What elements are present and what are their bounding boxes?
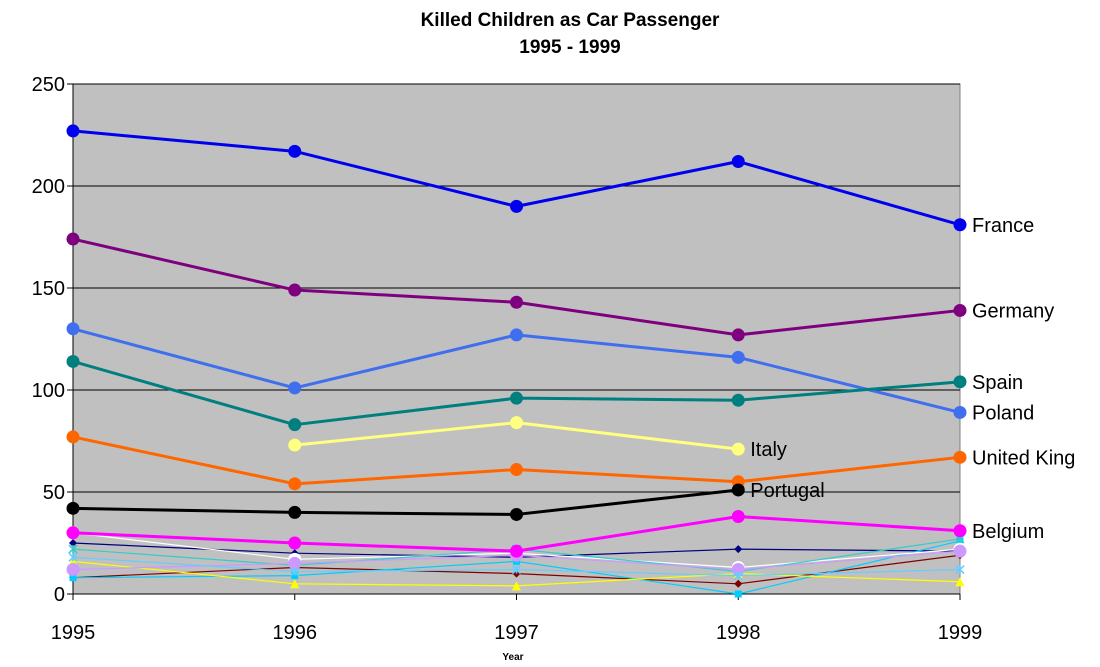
data-point-united-king	[953, 450, 967, 464]
data-point-spain	[66, 354, 80, 368]
axes: 0 50 100 150 200 250 1995 1996 1997 1998 1999	[32, 74, 983, 644]
series-unnamed-15	[68, 552, 965, 581]
series-label-spain: Spain	[972, 372, 1023, 394]
data-point-belgium	[731, 509, 745, 523]
data-point-italy	[510, 416, 523, 430]
data-point-poland	[66, 322, 80, 336]
data-point-italy	[288, 438, 302, 452]
x-tick-label: 1997	[494, 622, 539, 644]
y-tick-label: 50	[43, 482, 65, 504]
data-point-france	[288, 144, 302, 158]
series-label-united-king: United King	[972, 447, 1075, 469]
data-point-portugal	[288, 505, 302, 519]
data-point-poland	[731, 350, 745, 364]
series-poland	[66, 322, 967, 419]
data-point-poland	[510, 328, 523, 342]
data-point-unnamed-15	[68, 552, 78, 562]
x-axis-title: Year	[502, 652, 523, 662]
data-point-poland	[288, 381, 302, 395]
data-point-germany	[731, 328, 745, 342]
data-point-unnamed-13	[68, 544, 78, 554]
y-tick-label: 100	[32, 380, 65, 402]
chart-title: Killed Children as Car Passenger	[421, 10, 720, 31]
data-point-unnamed-8	[69, 539, 77, 547]
grid-lines	[73, 83, 960, 493]
data-point-france	[66, 124, 80, 138]
series-label-poland: Poland	[972, 402, 1034, 424]
data-point-united-king	[66, 430, 80, 444]
y-tick-label: 200	[32, 176, 65, 198]
data-point-france	[731, 155, 745, 169]
data-point-unnamed-14	[288, 556, 302, 570]
data-point-france	[510, 199, 523, 213]
y-tick-label: 0	[54, 584, 65, 606]
data-point-belgium	[510, 544, 523, 558]
series-line-portugal	[72, 488, 739, 516]
series-france	[66, 124, 967, 232]
series-labels: France Germany Poland Spain Italy United King…	[750, 215, 1075, 543]
data-point-unnamed-14	[953, 544, 967, 558]
series-label-germany: Germany	[972, 300, 1054, 322]
data-point-italy	[731, 442, 745, 456]
x-tick-label: 1998	[716, 622, 761, 644]
series-italy	[288, 416, 745, 456]
data-point-belgium	[66, 526, 80, 540]
x-tick-label: 1996	[273, 622, 318, 644]
series-label-italy: Italy	[750, 439, 787, 461]
series-belgium	[66, 509, 967, 558]
data-point-unnamed-15	[511, 564, 522, 575]
data-point-germany	[953, 303, 967, 317]
data-point-portugal	[510, 507, 523, 521]
x-tick-label: 1995	[51, 622, 96, 644]
data-point-unnamed-15	[733, 571, 743, 581]
data-point-spain	[288, 418, 302, 432]
data-point-belgium	[288, 536, 302, 550]
data-point-portugal	[731, 483, 745, 497]
series-spain	[66, 354, 967, 432]
data-point-germany	[510, 295, 523, 309]
data-point-unnamed-8	[734, 545, 743, 554]
series-label-france: France	[972, 215, 1034, 237]
series-label-belgium: Belgium	[972, 521, 1044, 543]
x-tick-label: 1999	[938, 622, 983, 644]
data-point-unnamed-15	[290, 566, 300, 577]
series-unnamed-14	[66, 544, 967, 577]
data-point-poland	[953, 405, 967, 419]
data-point-unnamed-9	[734, 579, 743, 588]
data-point-germany	[66, 232, 80, 246]
data-point-unnamed-11	[512, 581, 521, 591]
data-point-unnamed-11	[290, 579, 300, 589]
data-point-portugal	[66, 501, 80, 515]
series-portugal	[66, 483, 745, 521]
data-point-france	[953, 218, 967, 232]
data-point-unnamed-15	[955, 564, 965, 575]
data-point-unnamed-10	[734, 590, 742, 598]
data-point-unnamed-10	[291, 572, 299, 580]
series-germany	[66, 232, 967, 342]
data-point-spain	[731, 393, 745, 407]
data-point-united-king	[510, 463, 523, 477]
data-point-unnamed-10	[69, 574, 77, 582]
data-point-unnamed-11	[955, 577, 965, 587]
data-point-spain	[510, 391, 523, 405]
y-tick-label: 250	[32, 74, 65, 96]
series-layer	[66, 124, 967, 598]
data-point-germany	[288, 283, 302, 297]
y-tick-label: 150	[32, 278, 65, 300]
chart-subtitle: 1995 - 1999	[519, 37, 620, 58]
data-point-unnamed-14	[66, 563, 80, 577]
series-label-portugal: Portugal	[750, 480, 825, 502]
data-point-spain	[953, 375, 967, 389]
data-point-belgium	[953, 524, 967, 538]
data-point-united-king	[288, 477, 302, 491]
